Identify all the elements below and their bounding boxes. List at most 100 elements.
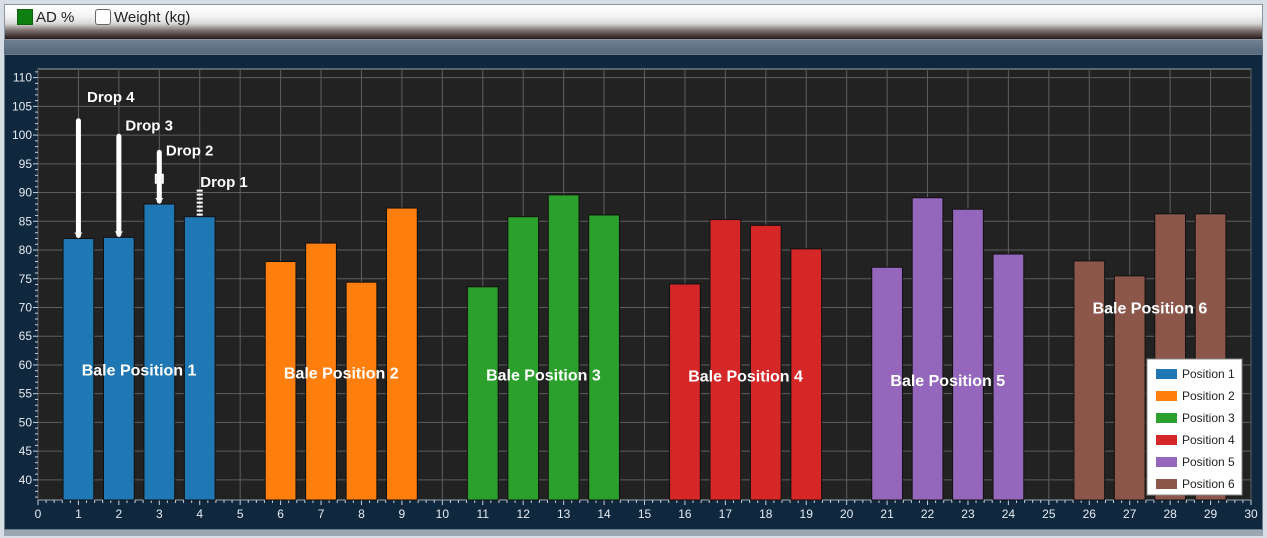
y-tick-label: 45 [19, 444, 33, 458]
bar [264, 261, 297, 501]
chart-panel: 40 45 50 55 60 65 70 75 80 85 90 95 100 105 110 0 1 2 3 4 5 6… [4, 54, 1263, 530]
y-tick-label: 65 [19, 329, 33, 343]
y-tick-label: 70 [19, 300, 33, 314]
bar [709, 219, 742, 501]
bar [952, 208, 984, 501]
y-tick-label: 110 [13, 71, 32, 85]
weight-toggle[interactable]: Weight (kg) [95, 8, 190, 26]
bar [871, 266, 903, 501]
drop-marker-arrowhead [155, 198, 164, 205]
x-tick-label: 23 [961, 507, 975, 521]
x-tick-label: 28 [1163, 507, 1177, 521]
legend-label: Position 6 [1182, 477, 1235, 491]
bar [588, 214, 620, 501]
bar [345, 281, 378, 501]
bar [992, 253, 1025, 501]
bar [669, 283, 701, 501]
x-tick-label: 30 [1244, 507, 1258, 521]
ad-percent-toggle[interactable]: AD % [17, 8, 74, 26]
legend-swatch [1156, 479, 1177, 489]
ad-percent-label: AD % [36, 8, 75, 26]
bar [62, 238, 95, 501]
group-label: Bale Position 4 [688, 368, 803, 385]
x-tick-label: 12 [517, 507, 531, 521]
x-tick-label: 1 [75, 507, 82, 521]
bar [547, 194, 580, 501]
x-tick-label: 7 [318, 507, 325, 521]
drop-marker-arrowhead [74, 232, 83, 239]
x-tick-label: 9 [399, 507, 406, 521]
y-tick-label: 50 [19, 415, 33, 429]
bar [143, 203, 176, 501]
legend-swatch [1156, 435, 1177, 445]
y-tick-label: 85 [19, 214, 33, 228]
bar [1113, 275, 1146, 501]
toolbar-divider [4, 40, 1263, 54]
x-tick-label: 13 [557, 507, 571, 521]
x-tick-label: 24 [1002, 507, 1016, 521]
bar [749, 224, 782, 501]
x-tick-label: 29 [1204, 507, 1218, 521]
group-label: Bale Position 1 [82, 363, 197, 380]
x-tick-label: 26 [1083, 507, 1097, 521]
x-tick-label: 15 [638, 507, 652, 521]
y-tick-label: 40 [19, 473, 33, 487]
legend-label: Position 2 [1182, 389, 1235, 403]
drop-label: Drop 1 [200, 174, 248, 191]
bar [305, 242, 337, 501]
x-tick-label: 5 [237, 507, 244, 521]
group-label: Bale Position 5 [890, 373, 1005, 390]
x-tick-label: 8 [358, 507, 365, 521]
drop-label: Drop 4 [87, 89, 135, 106]
bar [911, 197, 944, 501]
legend-swatch [1156, 457, 1177, 467]
x-tick-label: 22 [921, 507, 935, 521]
x-tick-label: 10 [436, 507, 450, 521]
y-tick-label: 80 [19, 243, 33, 257]
x-tick-label: 6 [277, 507, 284, 521]
y-tick-label: 95 [19, 157, 33, 171]
x-tick-label: 21 [880, 507, 894, 521]
weight-label: Weight (kg) [114, 8, 191, 26]
group-label: Bale Position 2 [284, 366, 399, 383]
toolbar: AD % Weight (kg) [4, 4, 1263, 40]
x-tick-label: 3 [156, 507, 163, 521]
legend-swatch [1156, 369, 1177, 379]
x-tick-label: 20 [840, 507, 854, 521]
drop-label: Drop 2 [166, 143, 214, 160]
status-strip [4, 530, 1263, 536]
legend [1146, 358, 1243, 496]
bar [1073, 260, 1106, 501]
legend-label: Position 3 [1182, 411, 1235, 425]
group-label: Bale Position 3 [486, 367, 601, 384]
x-tick-label: 16 [678, 507, 692, 521]
y-tick-label: 105 [12, 99, 32, 113]
y-tick-label: 75 [19, 272, 33, 286]
x-tick-label: 19 [800, 507, 814, 521]
ad-checkbox-icon[interactable] [17, 9, 33, 25]
legend-label: Position 1 [1182, 367, 1235, 381]
bar [507, 216, 540, 501]
legend-swatch [1156, 391, 1177, 401]
x-tick-label: 17 [719, 507, 733, 521]
group-label: Bale Position 6 [1093, 301, 1208, 318]
bar [790, 248, 823, 501]
x-tick-label: 18 [759, 507, 773, 521]
x-tick-label: 25 [1042, 507, 1056, 521]
drop-marker-handle [154, 173, 164, 184]
x-tick-label: 0 [35, 507, 42, 521]
y-tick-label: 55 [19, 387, 33, 401]
y-tick-label: 100 [12, 128, 32, 142]
drop-marker-arrowhead [114, 231, 123, 238]
x-tick-label: 11 [477, 507, 490, 521]
bar [466, 286, 499, 501]
y-tick-label: 60 [19, 358, 33, 372]
weight-checkbox-icon[interactable] [95, 9, 111, 25]
x-tick-label: 14 [597, 507, 611, 521]
legend-swatch [1156, 413, 1177, 423]
legend-label: Position 4 [1182, 433, 1235, 447]
y-tick-label: 90 [19, 186, 33, 200]
x-tick-label: 2 [116, 507, 123, 521]
x-tick-label: 27 [1123, 507, 1137, 521]
